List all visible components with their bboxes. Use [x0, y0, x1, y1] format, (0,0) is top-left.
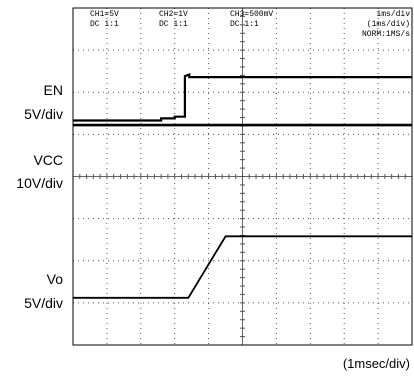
en-trace-scale: 5V/div [24, 106, 63, 122]
ch2-scale: CH2=1V [159, 10, 188, 19]
ch3-coupling: DC 1:1 [230, 20, 259, 29]
vcc-trace-scale: 10V/div [16, 175, 63, 191]
ch2-setting: CH2=1V DC 1:1 [159, 10, 188, 30]
trace-en [73, 73, 412, 122]
ch3-scale: CH3=500mV [230, 10, 274, 19]
ch2-coupling: DC 1:1 [159, 20, 188, 29]
timebase-footer-label: (1msec/div) [342, 356, 410, 371]
en-trace-name: EN [43, 82, 63, 98]
vo-trace-name: Vo [46, 271, 63, 287]
vo-trace-scale: 5V/div [24, 295, 63, 311]
ch1-coupling: DC 1:1 [90, 20, 119, 29]
timebase-line-2: (1ms/div) [366, 20, 410, 29]
ch3-setting: CH3=500mV DC 1:1 [230, 10, 273, 30]
ch1-scale: CH1=5V [90, 10, 119, 19]
plot-frame [72, 7, 413, 346]
timebase-line-1: 1ms/div [376, 10, 410, 19]
vcc-trace-name: VCC [33, 152, 63, 168]
timebase-setting: 1ms/div (1ms/div) NORM:1MS/s [362, 10, 410, 40]
scope-traces [73, 73, 412, 299]
ch1-setting: CH1=5V DC 1:1 [90, 10, 119, 30]
timebase-line-3: NORM:1MS/s [361, 30, 410, 39]
scope-grid [72, 7, 413, 346]
trace-vo [73, 235, 412, 299]
